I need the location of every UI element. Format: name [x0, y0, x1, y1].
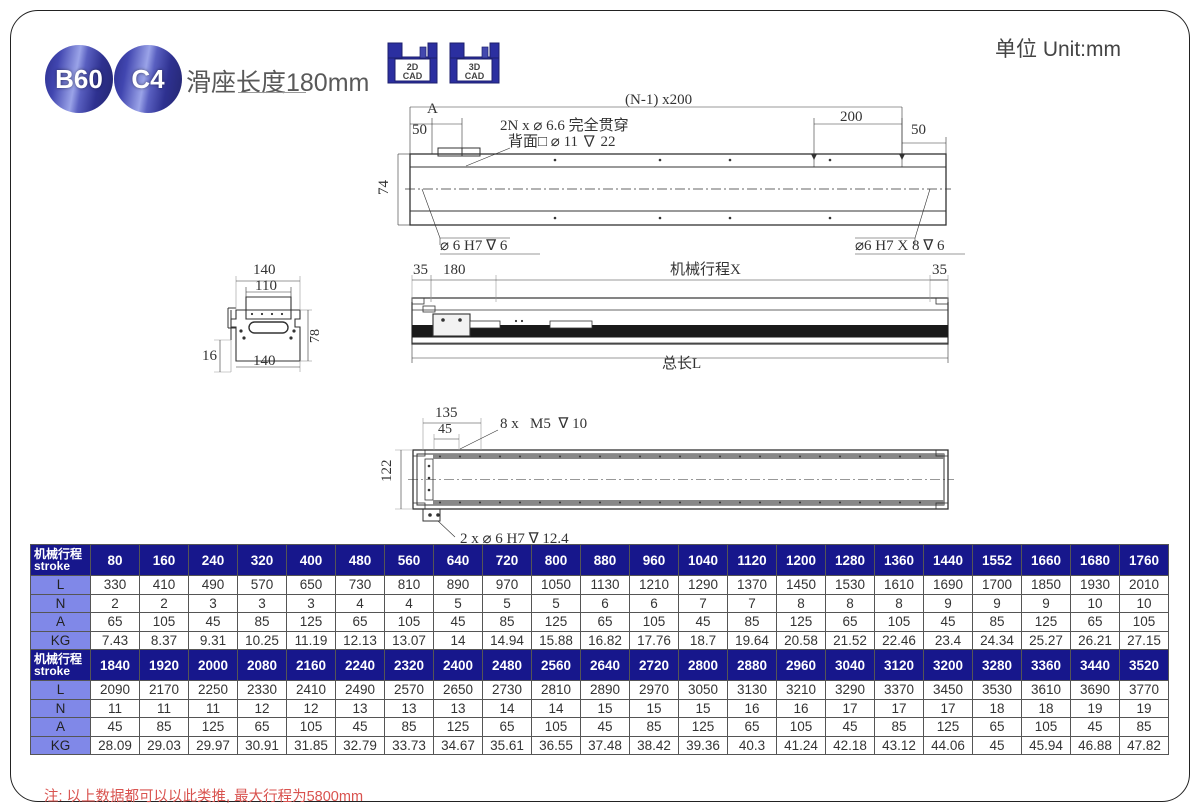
svg-text:122: 122	[379, 460, 395, 483]
svg-text:45: 45	[438, 422, 452, 437]
svg-text:135: 135	[435, 405, 458, 421]
svg-text:8 x M5 ∇ 10: 8 x M5 ∇ 10	[500, 416, 587, 432]
